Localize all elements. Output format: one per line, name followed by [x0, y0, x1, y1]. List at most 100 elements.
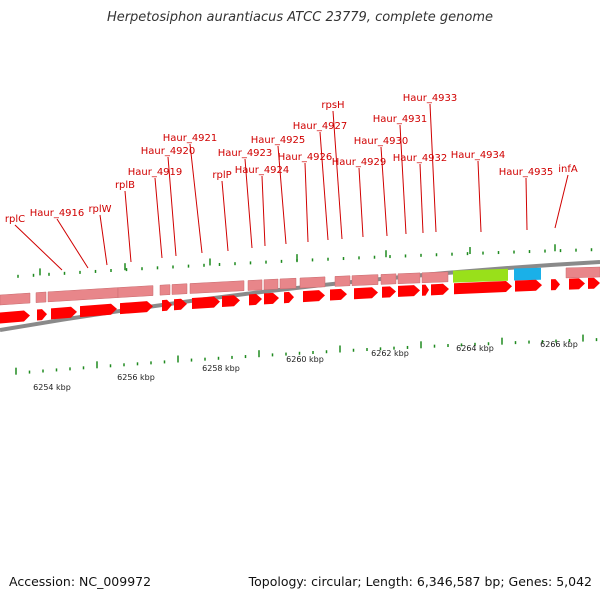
cds-arrow — [120, 301, 153, 315]
cds-arrow — [515, 279, 542, 292]
gene-band-segment — [334, 275, 351, 287]
label-leader-line — [399, 124, 407, 235]
label-leader-line — [358, 167, 364, 238]
scale-label: 6254 kbp — [33, 383, 71, 392]
gene-label: rplP — [212, 170, 231, 181]
gene-band-segment — [263, 278, 279, 290]
scale-label: 6264 kbp — [456, 344, 494, 353]
scale-label: 6266 kbp — [540, 340, 578, 349]
label-leader-line — [277, 145, 287, 245]
gene-label: Haur_4930 — [354, 136, 409, 147]
cds-arrow — [422, 284, 429, 296]
cds-arrow — [398, 285, 420, 297]
label-leader-line — [429, 103, 437, 233]
gene-label: Haur_4935 — [499, 167, 554, 178]
cds-arrow-layer — [0, 277, 600, 324]
map-title: Herpetosiphon aurantiacus ATCC 23779, co… — [106, 10, 494, 25]
cds-arrow — [303, 290, 325, 303]
label-leader-line — [380, 146, 388, 237]
gene-band-segment — [47, 287, 119, 303]
label-leader-line — [99, 214, 108, 266]
cds-arrow — [249, 293, 262, 306]
feature-layer — [453, 267, 541, 283]
label-leader-line — [319, 131, 329, 241]
scale-label: 6260 kbp — [286, 355, 324, 364]
gene-label: Haur_4919 — [128, 167, 183, 178]
label-leader-line — [154, 177, 163, 259]
gene-label: rpsH — [321, 100, 344, 111]
gene-band — [0, 266, 600, 306]
gene-band-segment — [380, 273, 397, 285]
trna-feature — [514, 267, 541, 281]
label-leader-line — [525, 177, 528, 231]
gene-label: rplC — [5, 214, 25, 225]
gene-band-segment — [35, 291, 47, 303]
cds-arrow — [382, 286, 396, 298]
label-leader-line — [477, 160, 482, 233]
label-leader-line — [261, 175, 266, 247]
label-leader-line — [419, 163, 424, 234]
cds-arrow — [37, 309, 47, 321]
cds-arrow — [431, 283, 449, 296]
label-leader-line — [56, 218, 89, 269]
gene-band-segment — [565, 266, 600, 279]
cds-arrow — [174, 298, 187, 311]
gene-band-segment — [421, 271, 449, 284]
gene-band-segment — [117, 285, 154, 298]
gene-band-segment — [171, 283, 188, 295]
gene-label: Haur_4926 — [278, 152, 333, 163]
gene-band-segment — [299, 276, 326, 289]
gene-band-segment — [397, 272, 421, 285]
gene-label: Haur_4927 — [293, 121, 348, 132]
scale-label: 6262 kbp — [371, 349, 409, 358]
gene-label: rplW — [88, 204, 111, 215]
gene-label: Haur_4934 — [451, 150, 506, 161]
gene-label: Haur_4929 — [332, 157, 387, 168]
label-leader-line — [124, 190, 132, 263]
gene-band-segment — [247, 279, 263, 291]
cds-arrow — [80, 303, 117, 318]
cds-arrow — [551, 279, 560, 291]
gene-band-segment — [351, 274, 379, 286]
cds-arrow — [588, 277, 600, 289]
gene-label-layer: rplC Haur_4916 rplW rplB Haur_4919 Haur_4920 H… — [5, 93, 578, 271]
label-leader-line — [167, 156, 177, 257]
gene-label: Haur_4916 — [30, 208, 85, 219]
label-leader-line — [14, 224, 63, 271]
gene-band-segment — [189, 280, 245, 294]
label-leader-line — [189, 143, 203, 254]
cds-arrow — [354, 287, 378, 300]
label-leader-line — [244, 158, 253, 249]
gene-label: Haur_4931 — [373, 114, 428, 125]
gene-label: Haur_4923 — [218, 148, 273, 159]
cds-arrow — [569, 278, 585, 290]
cds-arrow — [192, 296, 220, 310]
gene-band-segment — [0, 292, 31, 306]
cds-arrow — [330, 288, 347, 301]
gene-band-segment — [159, 284, 171, 296]
cds-arrow — [222, 295, 240, 308]
minor-tick-layer — [15, 244, 598, 375]
gene-band-segment — [279, 277, 297, 290]
cds-arrow — [51, 306, 77, 320]
label-leader-line — [221, 180, 229, 252]
accession-text: Accession: NC_009972 — [9, 574, 152, 589]
gene-label: Haur_4933 — [403, 93, 458, 104]
cds-arrow — [0, 310, 30, 324]
cds-arrow — [162, 299, 172, 312]
cds-arrow — [264, 292, 279, 305]
rrna-feature — [453, 268, 508, 283]
gene-label: infA — [558, 164, 578, 175]
label-leader-line — [304, 162, 309, 243]
gene-label: rplB — [115, 180, 135, 191]
scale-label: 6256 kbp — [117, 373, 155, 382]
scale-layer: 6254 kbp 6256 kbp 6258 kbp 6260 kbp 6262 kbp… — [33, 340, 578, 392]
cds-arrow — [454, 281, 512, 295]
gene-label: Haur_4925 — [251, 135, 306, 146]
gene-label: Haur_4920 — [141, 146, 196, 157]
label-leader-line — [554, 174, 569, 229]
scale-label: 6258 kbp — [202, 364, 240, 373]
label-leader-line — [332, 110, 343, 240]
gene-label: Haur_4924 — [235, 165, 290, 176]
